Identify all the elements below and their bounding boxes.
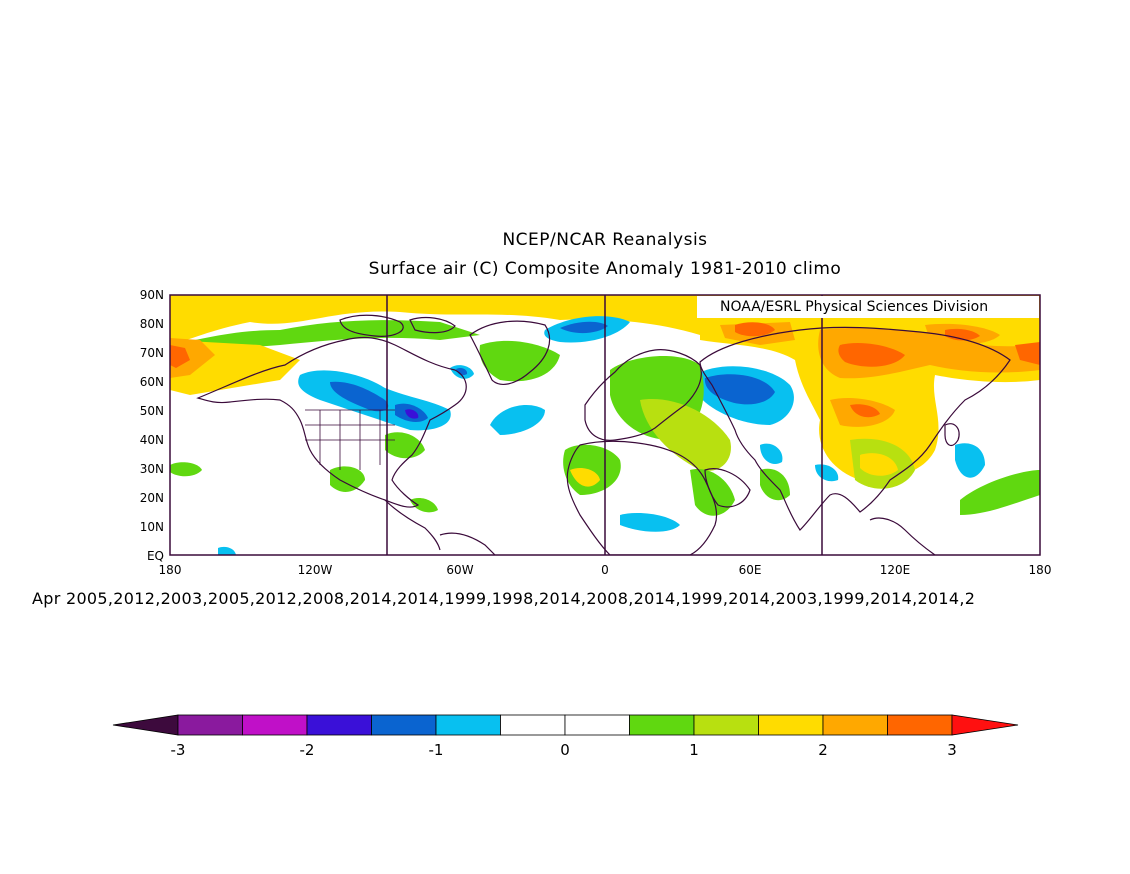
colorbar-swatch bbox=[500, 714, 566, 736]
colorbar-swatch bbox=[629, 714, 695, 736]
credit-text: NOAA/ESRL Physical Sciences Division bbox=[720, 299, 988, 315]
lat-label: 10N bbox=[140, 520, 164, 534]
colorbar-tick-label: 3 bbox=[947, 741, 957, 759]
colorbar-high-arrow bbox=[951, 714, 1019, 736]
coast-asia bbox=[699, 326, 1011, 531]
mideast-warm bbox=[640, 399, 731, 471]
credit-box bbox=[697, 296, 1039, 318]
lat-label: 80N bbox=[140, 317, 164, 331]
anomaly-field bbox=[170, 295, 1040, 555]
coast-greenland bbox=[469, 320, 551, 386]
colorbar-swatch bbox=[306, 714, 372, 736]
lat-label: EQ bbox=[147, 549, 164, 563]
colorbar-swatch bbox=[564, 714, 630, 736]
chart-title: NCEP/NCAR Reanalysis bbox=[502, 230, 708, 250]
lon-label: 120W bbox=[298, 563, 333, 577]
lat-label: 20N bbox=[140, 491, 164, 505]
greenland-warm bbox=[479, 340, 560, 382]
colorbar-swatch bbox=[758, 714, 824, 736]
mongolia-red bbox=[850, 404, 880, 418]
colorbar-swatch bbox=[887, 714, 953, 736]
lat-label: 70N bbox=[140, 346, 164, 360]
colorbar-tick-label: -2 bbox=[300, 741, 315, 759]
composite-years-label: Apr 2005,2012,2003,2005,2012,2008,2014,2… bbox=[32, 589, 976, 608]
lat-axis: 90N 80N 70N 60N 50N 40N 30N 20N 10N EQ bbox=[140, 288, 164, 563]
lon-label: 60E bbox=[739, 563, 762, 577]
africa-cold bbox=[620, 513, 680, 532]
chart-subtitle: Surface air (C) Composite Anomaly 1981-2… bbox=[368, 259, 842, 279]
colorbar-tick-label: 2 bbox=[818, 741, 828, 759]
colorbar-swatch bbox=[177, 714, 243, 736]
canada-cold-core bbox=[330, 381, 389, 412]
great-lakes-core bbox=[405, 409, 419, 419]
coast-us-states bbox=[305, 409, 395, 470]
colorbar-tick-label: 1 bbox=[689, 741, 699, 759]
lat-label: 40N bbox=[140, 433, 164, 447]
colorbar: -3 -2 -1 0 1 2 3 bbox=[112, 714, 1019, 759]
eastern-asia-warm bbox=[860, 453, 898, 476]
lon-label: 0 bbox=[601, 563, 609, 577]
lat-label: 50N bbox=[140, 404, 164, 418]
us-south-warm bbox=[330, 466, 365, 492]
pacific-warm bbox=[170, 462, 202, 477]
coast-arabia bbox=[704, 468, 751, 508]
sahara-warm bbox=[570, 468, 600, 487]
lon-label: 60W bbox=[446, 563, 473, 577]
equator-cold bbox=[218, 546, 236, 555]
coast-north-america bbox=[196, 336, 467, 508]
west-pacific-cold bbox=[955, 443, 985, 478]
africa-warm bbox=[563, 444, 621, 495]
coast-arctic-islands bbox=[339, 314, 456, 337]
bering-red bbox=[1015, 342, 1040, 365]
caribbean-warm bbox=[410, 498, 438, 513]
labrador-core bbox=[456, 367, 468, 376]
colorbar-tick-label: -3 bbox=[171, 741, 186, 759]
russia-cold-core bbox=[704, 374, 775, 405]
coast-south-america bbox=[439, 532, 496, 555]
colorbar-swatch bbox=[693, 714, 759, 736]
arabia-warm bbox=[690, 469, 735, 516]
lon-label: 120E bbox=[880, 563, 911, 577]
coast-europe bbox=[584, 349, 702, 441]
lat-label: 90N bbox=[140, 288, 164, 302]
kara-red bbox=[735, 322, 775, 337]
coast-central-america bbox=[384, 499, 441, 551]
coastlines bbox=[196, 314, 1011, 555]
colorbar-swatch bbox=[822, 714, 888, 736]
colorbar-swatch bbox=[242, 714, 308, 736]
colorbar-low-arrow bbox=[112, 714, 179, 736]
siberia-red bbox=[838, 343, 905, 367]
coast-africa bbox=[566, 440, 718, 555]
lat-label: 60N bbox=[140, 375, 164, 389]
atlantic-cold bbox=[490, 405, 545, 435]
lon-label: 180 bbox=[159, 563, 182, 577]
map-frame bbox=[169, 294, 1041, 556]
arctic-green-fringe bbox=[170, 320, 480, 351]
colorbar-swatch bbox=[435, 714, 501, 736]
colorbar-swatch bbox=[371, 714, 437, 736]
colorbar-tick-label: 0 bbox=[560, 741, 570, 759]
himalaya-cold bbox=[760, 443, 783, 465]
colorbar-tick-label: -1 bbox=[429, 741, 444, 759]
tibet-cold bbox=[815, 464, 839, 482]
lon-label: 180 bbox=[1029, 563, 1052, 577]
coast-japan bbox=[944, 423, 960, 447]
north-pacific-warm bbox=[960, 470, 1040, 515]
alaska-red bbox=[170, 345, 190, 368]
lat-label: 30N bbox=[140, 462, 164, 476]
coast-se-asia bbox=[869, 517, 936, 555]
greenland-core bbox=[560, 321, 608, 334]
lon-axis: 180 120W 60W 0 60E 120E 180 bbox=[159, 563, 1052, 577]
